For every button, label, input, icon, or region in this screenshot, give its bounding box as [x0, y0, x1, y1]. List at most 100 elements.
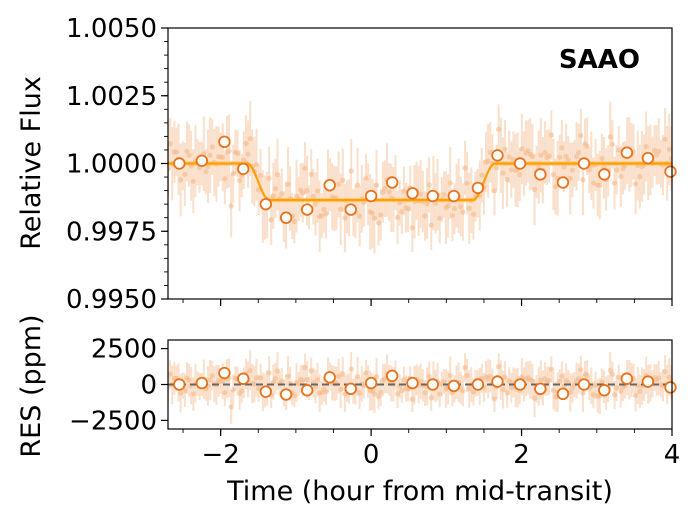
raw-point [394, 214, 401, 221]
raw-point [300, 190, 306, 196]
binned-point [556, 176, 570, 189]
raw-residual-point [354, 373, 361, 380]
binned-point [513, 157, 527, 170]
raw-residual-point [418, 378, 424, 384]
model-uncertainty-band [168, 161, 672, 203]
binned-residual-point [173, 378, 186, 391]
raw-point [597, 182, 603, 188]
raw-point [578, 133, 584, 139]
raw-residual-point [168, 384, 171, 390]
raw-residual-point [557, 378, 563, 384]
raw-point [258, 172, 264, 179]
raw-residual-point [168, 371, 173, 377]
raw-point [312, 201, 319, 207]
raw-point [611, 180, 618, 186]
raw-point [228, 203, 234, 209]
raw-point [338, 206, 344, 212]
raw-residual-point [190, 391, 196, 397]
raw-point [654, 152, 660, 158]
binned-point [237, 162, 250, 176]
raw-point [348, 168, 354, 174]
raw-residual-point [607, 367, 613, 374]
binned-point [300, 203, 314, 216]
raw-point [308, 171, 314, 177]
raw-point [314, 188, 321, 194]
raw-point [447, 180, 453, 186]
binned-residual-point [323, 371, 336, 384]
raw-point [618, 173, 624, 179]
raw-residual-point [399, 388, 405, 394]
binned-point [598, 168, 611, 181]
raw-residual-point [548, 366, 554, 372]
binned-residual-point [426, 378, 439, 391]
raw-point [496, 126, 502, 132]
raw-point [637, 174, 643, 180]
raw-residual-point [552, 394, 559, 400]
raw-residual-point [285, 373, 291, 379]
raw-point [168, 141, 173, 147]
top-y-axis: 0.9950 0.9975 1.0000 1.0025 1.0050 [66, 14, 168, 315]
binned-residual-point [641, 375, 655, 388]
raw-point [270, 193, 276, 199]
raw-point [230, 171, 236, 177]
raw-point [580, 177, 586, 183]
raw-point [190, 178, 196, 184]
raw-point [569, 167, 576, 173]
raw-point [567, 175, 573, 182]
raw-residual-point [182, 387, 188, 393]
raw-residual-point [220, 378, 226, 384]
raw-point [662, 136, 668, 142]
raw-point [668, 156, 672, 162]
raw-point [491, 188, 498, 194]
raw-residual-point [519, 374, 525, 380]
raw-residual-point [255, 385, 262, 391]
raw-point [382, 186, 388, 192]
raw-residual-point [437, 391, 443, 397]
raw-residual-point [550, 387, 557, 393]
raw-point [178, 177, 184, 183]
binned-point [406, 187, 419, 200]
raw-residual-point [348, 366, 354, 372]
raw-point [401, 188, 407, 194]
binned-point [471, 181, 485, 195]
raw-point [321, 206, 327, 213]
raw-point [599, 155, 605, 162]
raw-residual-point [373, 374, 380, 380]
binned-point [664, 165, 677, 178]
binned-point [259, 197, 272, 211]
raw-residual-point [251, 381, 257, 387]
raw-residual-point [295, 381, 302, 387]
y-tick-label: 0 [140, 371, 157, 401]
raw-point [304, 188, 310, 194]
raw-residual-point [632, 392, 639, 398]
raw-point [209, 144, 215, 150]
raw-residual-point [614, 385, 620, 391]
raw-point [237, 177, 243, 184]
raw-point [184, 148, 190, 154]
raw-point [441, 191, 447, 198]
raw-residual-point [491, 396, 498, 402]
raw-point [268, 217, 274, 223]
raw-residual-point [207, 377, 213, 383]
raw-residual-point [266, 370, 272, 376]
raw-point [285, 181, 291, 187]
raw-point [519, 146, 525, 152]
raw-point [616, 147, 622, 153]
raw-point [552, 183, 559, 190]
raw-point [666, 146, 672, 152]
raw-residual-point [186, 377, 192, 383]
raw-point [470, 211, 477, 217]
raw-point [632, 181, 639, 187]
raw-point [247, 135, 253, 142]
raw-point [182, 171, 188, 178]
x-tick-label: 0 [363, 440, 380, 470]
raw-point [234, 150, 241, 157]
raw-point [418, 191, 424, 197]
raw-point [302, 165, 308, 171]
raw-point [354, 182, 361, 188]
raw-point [565, 157, 571, 163]
binned-residual-point [491, 375, 504, 388]
raw-point [584, 143, 590, 149]
binned-point [364, 189, 378, 203]
binned-residual-point [598, 384, 611, 397]
